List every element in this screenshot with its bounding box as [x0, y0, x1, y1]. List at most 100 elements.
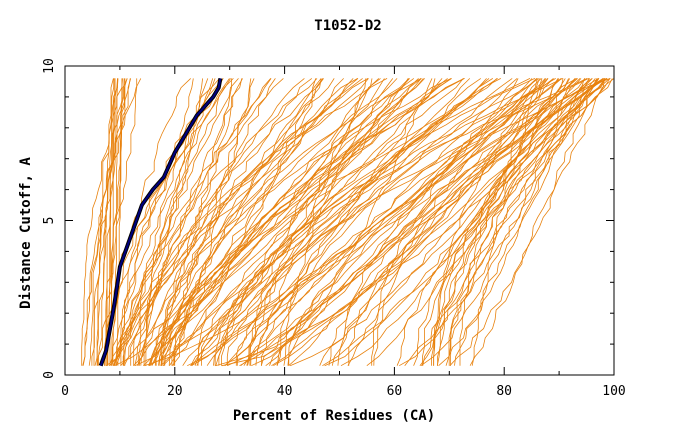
model-curve — [124, 78, 369, 366]
model-curve — [227, 78, 596, 367]
model-curve — [449, 78, 605, 366]
model-curve — [114, 78, 239, 366]
model-curve — [151, 78, 452, 366]
x-tick-label: 80 — [496, 384, 512, 399]
highlight-curve — [98, 78, 223, 367]
model-curve — [113, 78, 194, 366]
model-curve — [194, 78, 415, 366]
highlight-outline — [98, 78, 223, 367]
y-tick-label: 5 — [42, 217, 57, 225]
x-axis-ticks: 0 20 40 60 80 100 — [61, 66, 626, 399]
model-curve — [161, 78, 531, 366]
model-curve — [190, 78, 409, 366]
model-curve — [469, 78, 598, 366]
x-tick-label: 20 — [167, 384, 183, 399]
highlight-line — [99, 78, 222, 367]
model-curve — [112, 78, 119, 366]
model-curve — [265, 78, 542, 367]
model-curve — [81, 78, 123, 366]
model-curve — [419, 78, 605, 366]
model-curve — [459, 78, 564, 366]
model-curve — [158, 78, 448, 366]
model-curve — [276, 78, 562, 366]
model-curve — [159, 78, 501, 366]
model-curve — [276, 78, 494, 366]
model-curve — [116, 78, 230, 366]
model-curve — [148, 78, 482, 367]
model-curve — [143, 78, 284, 366]
model-curve — [114, 78, 425, 367]
model-curve — [269, 78, 578, 366]
model-curve — [436, 78, 606, 366]
model-curve — [150, 78, 359, 366]
model-curve — [160, 78, 422, 366]
model-curve — [260, 78, 538, 366]
model-curve — [174, 78, 452, 366]
model-curve — [137, 78, 324, 366]
model-curve — [246, 78, 373, 366]
model-curve — [148, 78, 232, 366]
y-axis-label: Distance Cutoff, A — [18, 157, 34, 309]
model-curve — [235, 78, 556, 366]
model-curve — [261, 78, 513, 366]
model-curve — [224, 78, 533, 367]
model-curve — [438, 78, 585, 366]
model-curve — [445, 78, 615, 366]
x-axis-label: Percent of Residues (CA) — [233, 408, 435, 424]
model-curve — [196, 78, 498, 366]
model-curve — [115, 78, 318, 366]
model-curve — [454, 78, 590, 366]
model-curve — [123, 78, 234, 366]
model-curve — [396, 78, 610, 366]
model-curve — [283, 78, 394, 366]
model-curve — [271, 78, 566, 367]
model-curves — [81, 78, 615, 367]
chart-title: T1052-D2 — [314, 18, 381, 34]
model-curve — [220, 78, 536, 366]
model-curve — [82, 78, 142, 366]
y-axis-ticks: 0 5 10 — [42, 58, 614, 379]
model-curve — [214, 78, 563, 366]
model-curve — [413, 78, 604, 366]
model-curve — [113, 78, 123, 366]
model-curve — [108, 78, 214, 366]
model-curve — [226, 78, 498, 366]
model-curve — [133, 78, 380, 366]
model-curve — [348, 78, 607, 366]
model-curve — [328, 78, 577, 366]
model-curve — [140, 78, 452, 366]
model-curve — [93, 78, 115, 366]
model-curve — [96, 78, 128, 366]
model-curve — [251, 78, 433, 367]
model-curve — [399, 78, 599, 367]
model-curve — [224, 78, 548, 366]
model-curve — [111, 78, 231, 366]
model-curve — [106, 78, 209, 367]
x-tick-label: 40 — [277, 384, 293, 399]
model-curve — [191, 78, 539, 366]
model-curve — [422, 78, 605, 366]
model-curve — [287, 78, 608, 366]
model-curve — [106, 78, 118, 366]
model-curve — [471, 78, 540, 366]
model-curve — [130, 78, 358, 366]
model-curve — [109, 78, 203, 366]
model-curve — [98, 78, 114, 366]
x-tick-label: 100 — [602, 384, 625, 399]
model-curve — [420, 78, 577, 367]
y-tick-label: 10 — [42, 58, 57, 74]
model-curve — [347, 78, 599, 366]
model-curve — [218, 78, 422, 366]
model-curve — [319, 78, 571, 366]
model-curve — [122, 78, 272, 366]
model-curve — [169, 78, 317, 366]
model-curve — [213, 78, 589, 366]
model-curve — [145, 78, 272, 366]
x-tick-label: 0 — [61, 384, 69, 399]
model-curve — [289, 78, 581, 367]
model-curve — [201, 78, 588, 366]
model-curve — [160, 78, 465, 366]
model-curve — [331, 78, 591, 366]
x-tick-label: 60 — [387, 384, 403, 399]
